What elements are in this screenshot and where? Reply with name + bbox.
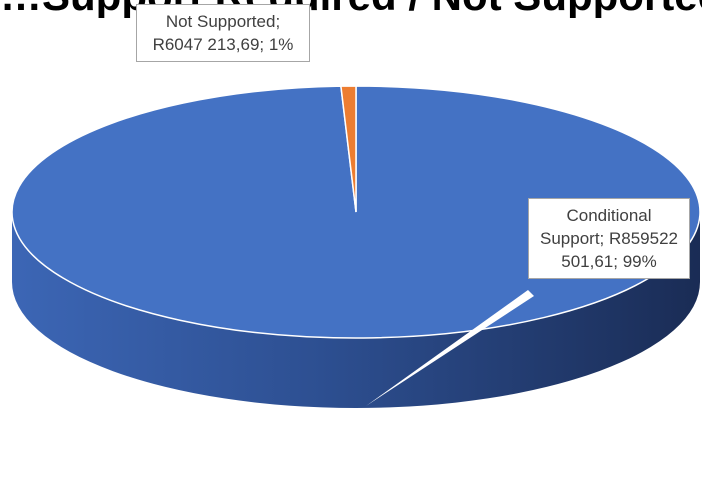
data-label-not-supported: Not Supported; R6047 213,69; 1% [136, 4, 310, 62]
pie-side-wall [12, 212, 700, 408]
label-line: Not Supported; [165, 12, 281, 31]
label-leader-line [366, 290, 534, 406]
label-line: Conditional [566, 206, 652, 225]
label-line: Support; R859522 [540, 229, 678, 248]
label-line: R6047 213,69; 1% [152, 35, 294, 54]
pie-slice-not-supported [340, 85, 357, 213]
label-line: 501,61; 99% [561, 252, 657, 271]
data-label-conditional-support: Conditional Support; R859522 501,61; 99% [528, 198, 690, 279]
